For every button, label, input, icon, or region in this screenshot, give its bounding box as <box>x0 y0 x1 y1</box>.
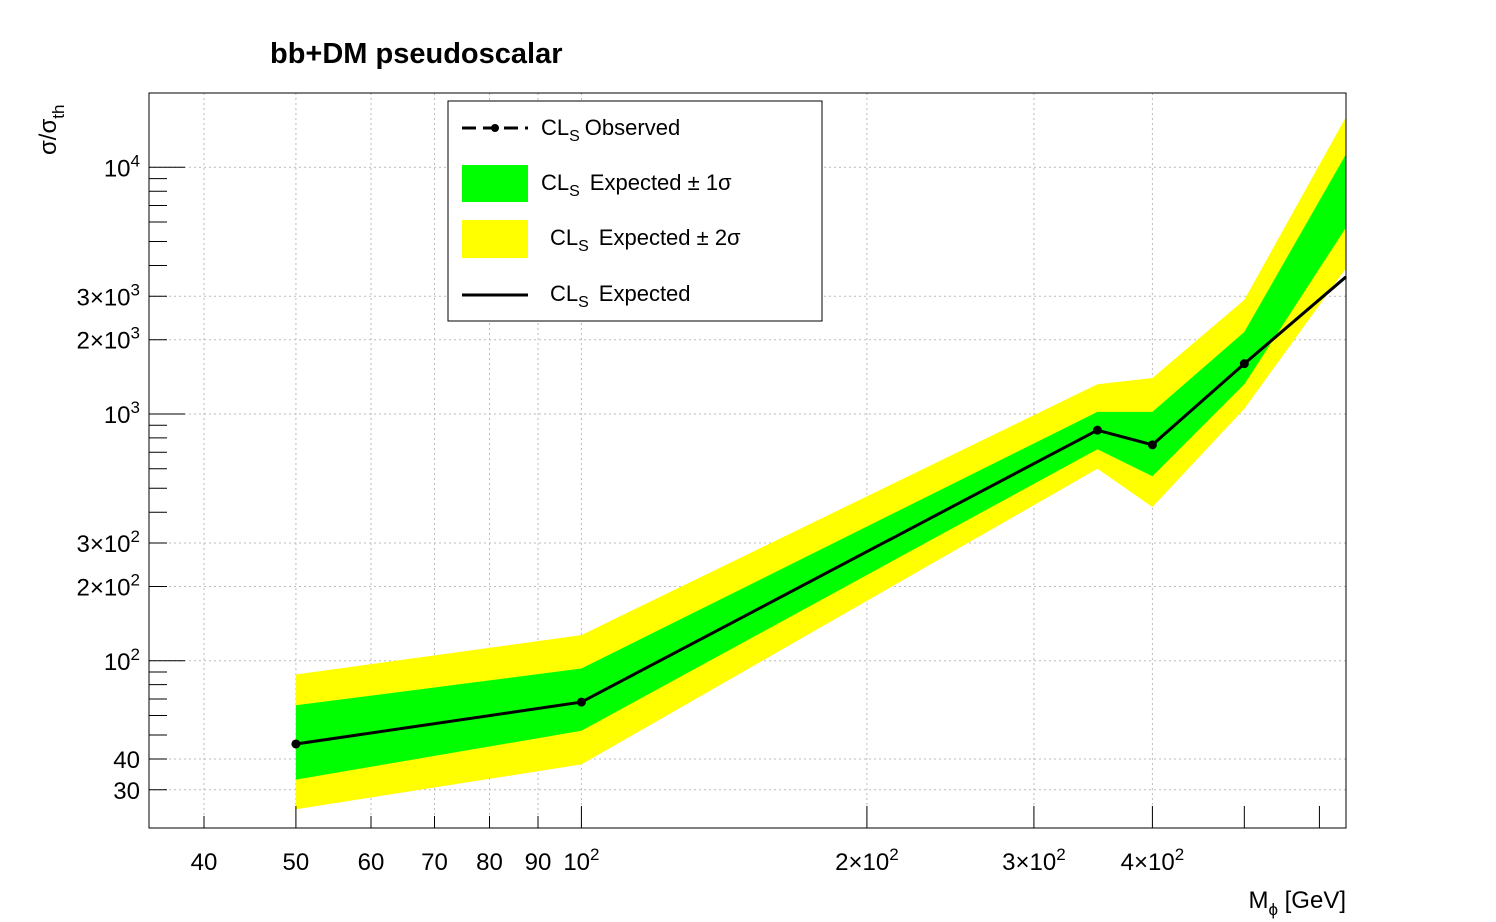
y-axis-label-main: σ/σ <box>35 119 62 155</box>
expected-point-4 <box>1239 359 1249 369</box>
x-tick-label-8: 3×102 <box>1002 845 1066 876</box>
x-tick-label-9: 4×102 <box>1121 845 1185 876</box>
expected-point-2 <box>1092 425 1102 435</box>
y-tick-label-6: 2×103 <box>76 324 140 355</box>
legend-box <box>447 100 823 322</box>
legend-observed-label: CLS Observed <box>541 115 680 145</box>
y-tick-label-2: 102 <box>104 645 140 676</box>
y-axis-ticks: 30 40 102 2×102 3×102 103 2×103 3×103 104 <box>76 92 185 805</box>
x-tick-label-4: 80 <box>476 849 503 876</box>
legend-expected-label: CLS Expected <box>550 281 691 311</box>
y-tick-label-7: 3×103 <box>76 280 140 311</box>
x-axis-label-unit: [GeV] <box>1278 887 1346 914</box>
legend-entry-observed: CLS Observed <box>462 115 680 145</box>
y-tick-label-5: 103 <box>104 398 140 429</box>
y-tick-label-3: 2×102 <box>76 570 140 601</box>
y-tick-label-8: 104 <box>104 151 140 182</box>
x-tick-label-5: 90 <box>525 849 552 876</box>
x-axis-ticks: 40 50 60 70 80 90 102 2×102 3×102 4×102 <box>191 806 1320 876</box>
legend: CLS Observed CLS Expected ± 1σ CLS Expected… <box>447 100 823 322</box>
legend-observed-marker <box>491 124 499 132</box>
chart-title: bb+DM pseudoscalar <box>270 38 563 70</box>
x-tick-label-7: 2×102 <box>835 845 899 876</box>
legend-entry-expected-2sigma: CLS Expected ± 2σ <box>462 220 741 258</box>
legend-2sigma-swatch <box>462 220 528 258</box>
y-axis-label: σ/σth <box>35 105 68 155</box>
legend-1sigma-label: CLS Expected ± 1σ <box>541 170 732 200</box>
x-axis-label-sub: ϕ <box>1268 900 1278 919</box>
legend-entry-expected: CLS Expected <box>462 281 691 311</box>
x-axis-label-main: M <box>1248 887 1268 914</box>
band-1sigma-layer <box>295 154 1346 780</box>
y-axis-label-sub: th <box>49 105 68 119</box>
legend-2sigma-label: CLS Expected ± 2σ <box>550 225 741 255</box>
y-tick-label-1: 40 <box>113 747 140 774</box>
x-axis-label: Mϕ [GeV] <box>1248 887 1346 919</box>
legend-1sigma-swatch <box>462 165 528 202</box>
legend-entry-expected-1sigma: CLS Expected ± 1σ <box>462 165 732 202</box>
expected-point-1 <box>576 697 586 707</box>
x-tick-label-2: 60 <box>358 849 385 876</box>
y-tick-label-4: 3×102 <box>76 527 140 558</box>
x-tick-label-3: 70 <box>421 849 448 876</box>
y-tick-label-0: 30 <box>113 778 140 805</box>
x-tick-label-1: 50 <box>283 849 310 876</box>
x-tick-label-0: 40 <box>191 849 218 876</box>
expected-point-3 <box>1147 440 1157 450</box>
expected-point-0 <box>291 739 301 749</box>
expected-line <box>295 275 1347 746</box>
plot-frame <box>148 92 1347 829</box>
expected-line-layer <box>291 275 1347 749</box>
x-tick-label-6: 102 <box>563 845 599 876</box>
band-1sigma <box>295 154 1346 780</box>
